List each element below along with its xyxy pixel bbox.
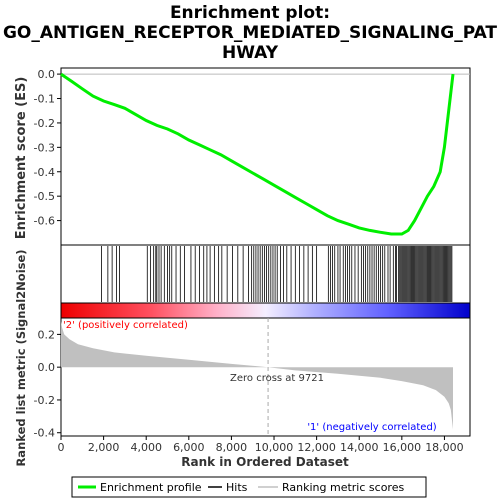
metric-y-tick-label: -0.2 (34, 394, 55, 407)
color-bar-rect (60, 302, 471, 319)
positive-correlation-label: '2' (positively correlated) (63, 320, 188, 331)
chart-title-line: GO_ANTIGEN_RECEPTOR_MEDIATED_SIGNALING_P… (3, 23, 497, 43)
metric-y-axis: 0.2 0.0 -0.2 -0.4 (34, 328, 61, 440)
chart-title-line: HWAY (222, 43, 279, 63)
metric-y-axis-label: Ranked list metric (Signal2Noise) (14, 249, 28, 466)
x-axis: 0 2,000 4,000 6,000 8,000 10,000 12,000 14,000 1… (58, 436, 464, 454)
x-tick-label: 12,000 (297, 441, 336, 454)
hit-lines (101, 246, 453, 302)
x-tick-label: 18,000 (425, 441, 464, 454)
x-tick-label: 10,000 (255, 441, 294, 454)
enrichment-score-panel: 0.0 -0.1 -0.2 -0.3 -0.4 -0.5 -0.6 Enrichment s… (14, 67, 471, 246)
es-y-tick-label: -0.4 (34, 166, 55, 179)
es-y-tick-label: -0.3 (34, 141, 55, 154)
es-y-tick-label: -0.6 (34, 215, 55, 228)
x-tick-label: 4,000 (130, 441, 162, 454)
legend-box (71, 476, 427, 498)
legend-metric-label: Ranking metric scores (282, 481, 404, 494)
x-tick-label: 14,000 (340, 441, 379, 454)
metric-y-tick-label: 0.2 (38, 328, 56, 341)
negative-correlation-label: '1' (negatively correlated) (307, 422, 436, 433)
enrichment-profile-line (60, 72, 455, 236)
es-y-tick-label: 0.0 (38, 68, 56, 81)
x-tick-label: 16,000 (383, 441, 422, 454)
hits-panel (60, 244, 471, 304)
legend-enrichment-label: Enrichment profile (100, 481, 202, 494)
ranked-metric-panel: 0.2 0.0 -0.2 -0.4 Zero cross at 9721 '2' (p… (14, 249, 471, 467)
x-tick-label: 0 (58, 441, 65, 454)
legend: Enrichment profile Hits Ranking metric s… (71, 476, 427, 498)
es-y-tick-label: -0.1 (34, 93, 55, 106)
ranking-metric-area (61, 321, 453, 430)
ranking-color-bar (60, 302, 471, 319)
x-axis-label: Rank in Ordered Dataset (181, 455, 349, 469)
legend-hits-label: Hits (226, 481, 248, 494)
es-y-axis: 0.0 -0.1 -0.2 -0.3 -0.4 -0.5 -0.6 (34, 68, 470, 228)
es-plot-frame (60, 67, 471, 246)
es-y-axis-label: Enrichment score (ES) (14, 77, 29, 240)
es-y-tick-label: -0.2 (34, 117, 55, 130)
es-y-tick-label: -0.5 (34, 190, 55, 203)
metric-y-tick-label: -0.4 (34, 427, 55, 440)
chart-title-line: Enrichment plot: (170, 3, 330, 23)
zero-cross-label: Zero cross at 9721 (230, 373, 324, 384)
x-tick-label: 6,000 (173, 441, 205, 454)
metric-y-tick-label: 0.0 (38, 361, 56, 374)
hits-frame (60, 244, 471, 304)
x-tick-label: 2,000 (88, 441, 120, 454)
x-tick-label: 8,000 (216, 441, 248, 454)
chart-title: Enrichment plot:GO_ANTIGEN_RECEPTOR_MEDI… (3, 3, 497, 63)
